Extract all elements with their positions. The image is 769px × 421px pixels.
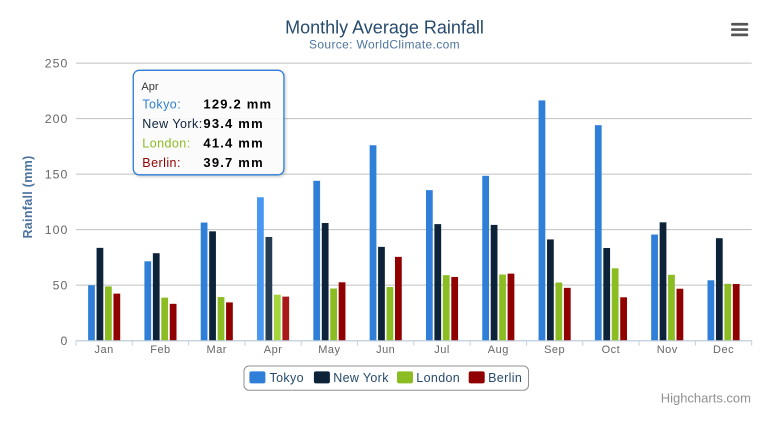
svg-text:Rainfall (mm): Rainfall (mm)	[21, 155, 35, 238]
svg-text:129.2 mm: 129.2 mm	[203, 97, 272, 112]
svg-text:50: 50	[53, 279, 69, 293]
svg-text:Mar: Mar	[207, 344, 227, 356]
svg-text:Dec: Dec	[713, 344, 734, 356]
svg-text:250: 250	[45, 57, 69, 71]
svg-text:100: 100	[45, 223, 69, 237]
svg-text:Source: WorldClimate.com: Source: WorldClimate.com	[309, 37, 460, 51]
svg-text:Berlin:: Berlin:	[142, 156, 181, 170]
svg-text:Feb: Feb	[150, 344, 170, 356]
svg-text:Tokyo: Tokyo	[270, 371, 304, 385]
svg-text:Jun: Jun	[376, 344, 395, 356]
svg-text:London:: London:	[142, 136, 190, 150]
svg-text:Aug: Aug	[488, 344, 509, 356]
svg-text:Berlin: Berlin	[488, 371, 522, 385]
svg-text:Nov: Nov	[657, 344, 678, 356]
svg-text:Apr: Apr	[141, 81, 158, 93]
svg-text:41.4 mm: 41.4 mm	[203, 135, 263, 150]
svg-text:New York:: New York:	[142, 117, 202, 131]
svg-text:0: 0	[60, 334, 68, 348]
svg-text:Jul: Jul	[434, 344, 450, 356]
svg-text:Monthly Average Rainfall: Monthly Average Rainfall	[285, 18, 484, 38]
svg-text:200: 200	[45, 112, 69, 126]
svg-text:Highcharts.com: Highcharts.com	[661, 391, 751, 406]
svg-text:Oct: Oct	[602, 344, 621, 356]
svg-text:93.4 mm: 93.4 mm	[203, 116, 263, 131]
svg-text:150: 150	[45, 168, 69, 182]
svg-text:Apr: Apr	[264, 344, 283, 356]
svg-text:Sep: Sep	[544, 344, 565, 356]
svg-text:London: London	[416, 371, 460, 385]
svg-text:Tokyo:: Tokyo:	[142, 98, 181, 112]
svg-text:Jan: Jan	[95, 344, 114, 356]
svg-text:May: May	[318, 344, 340, 356]
svg-text:New York: New York	[333, 371, 389, 385]
svg-text:39.7 mm: 39.7 mm	[203, 155, 263, 170]
